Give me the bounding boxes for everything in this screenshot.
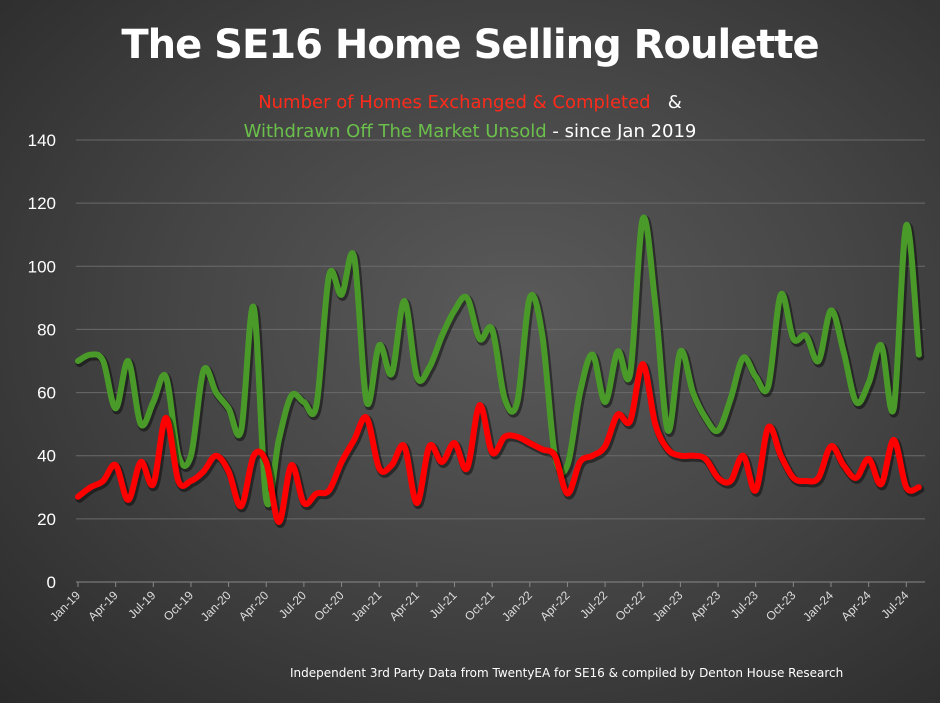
x-tick-label: Apr-19 (85, 588, 121, 624)
x-tick-label: Oct-23 (763, 588, 799, 624)
x-tick-label: Oct-19 (161, 588, 197, 624)
x-tick-label: Oct-21 (462, 588, 498, 624)
subtitle-line-2: Withdrawn Off The Market Unsold - since … (0, 121, 940, 142)
x-tick-label: Jan-19 (47, 588, 83, 624)
x-tick-label: Apr-22 (537, 588, 573, 624)
x-tick-label: Apr-21 (387, 588, 423, 624)
x-tick-label: Apr-20 (236, 588, 272, 624)
x-tick-label: Jan-20 (198, 588, 234, 624)
y-tick-label: 40 (37, 447, 56, 466)
x-tick-label: Jul-23 (728, 588, 761, 621)
x-tick-label: Jul-22 (577, 588, 610, 621)
x-tick-label: Jan-22 (499, 588, 535, 624)
x-tick-label: Oct-20 (311, 588, 347, 624)
subtitle-withdrawn: Withdrawn Off The Market Unsold (243, 121, 547, 142)
footnote: Independent 3rd Party Data from TwentyEA… (290, 666, 844, 680)
x-tick-label: Jan-23 (650, 588, 686, 624)
y-tick-label: 60 (37, 384, 56, 403)
y-tick-label: 80 (37, 320, 56, 339)
subtitle-ampersand: & (667, 92, 682, 113)
x-tick-label: Apr-24 (838, 588, 874, 624)
x-tick-label: Apr-23 (688, 588, 724, 624)
x-tick-label: Jul-20 (276, 588, 309, 621)
y-tick-label: 100 (28, 257, 56, 276)
y-tick-label: 0 (47, 573, 56, 592)
x-tick-label: Jan-24 (800, 588, 836, 624)
x-tick-label: Jul-21 (427, 588, 460, 621)
subtitle-exchanged: Number of Homes Exchanged & Completed (258, 92, 651, 113)
withdrawn-series-line (75, 214, 922, 508)
x-tick-label: Jul-19 (125, 588, 158, 621)
completed-series-line (75, 361, 922, 526)
subtitle-line-1: Number of Homes Exchanged & Completed & (0, 92, 940, 113)
y-tick-label: 140 (28, 131, 56, 150)
chart-title: The SE16 Home Selling Roulette (121, 22, 819, 68)
y-tick-label: 20 (37, 510, 56, 529)
x-tick-label: Oct-22 (613, 588, 649, 624)
subtitle-since: - since Jan 2019 (552, 121, 697, 142)
x-tick-label: Jul-24 (878, 588, 911, 621)
x-tick-label: Jan-21 (348, 588, 384, 624)
y-tick-label: 120 (28, 194, 56, 213)
